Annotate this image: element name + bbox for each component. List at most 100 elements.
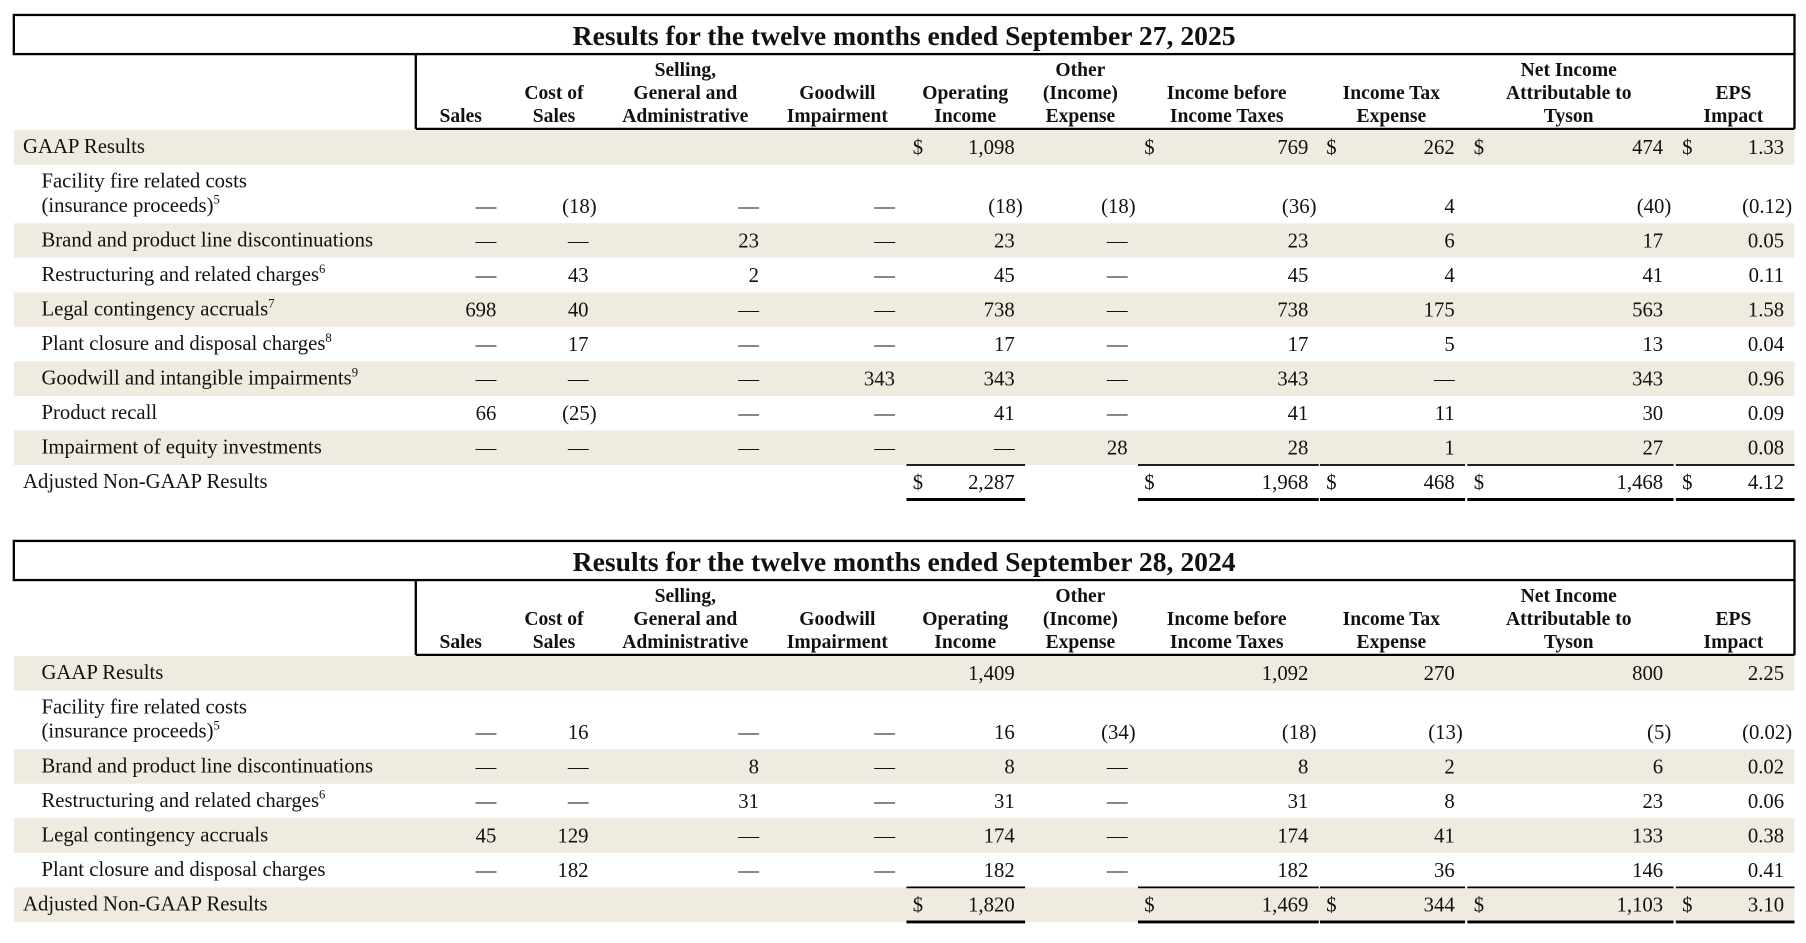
- cell-value: 17: [994, 334, 1015, 356]
- cell-value: 1,092: [1262, 663, 1309, 685]
- cell-value: —: [873, 230, 895, 252]
- column-header: (Income): [1043, 83, 1118, 104]
- cell-value: (40): [1637, 196, 1672, 218]
- row-shade: [13, 361, 1795, 396]
- cell-value: —: [1433, 369, 1455, 391]
- cell-value: 1,409: [968, 663, 1015, 685]
- cell-value: (34): [1101, 722, 1136, 744]
- cell-value: —: [737, 196, 759, 218]
- cell-value: 23: [1642, 791, 1663, 813]
- column-header: Sales: [440, 632, 483, 653]
- column-header: Income before: [1167, 83, 1287, 104]
- cell-value: 31: [738, 791, 759, 813]
- cell-value: 8: [1004, 756, 1014, 778]
- cell-value: 2: [1444, 756, 1454, 778]
- cell-value: 23: [994, 230, 1015, 252]
- cell-value: —: [1106, 265, 1128, 287]
- cell-value: 8: [749, 756, 759, 778]
- cell-value: —: [475, 756, 497, 778]
- title-box: [12, 539, 1796, 582]
- cell-value: 343: [984, 369, 1015, 391]
- column-header: Income: [934, 632, 996, 653]
- cell-value: 41: [1288, 403, 1309, 425]
- cell-value: 0.38: [1748, 825, 1784, 847]
- column-header: Impact: [1704, 632, 1764, 653]
- column-header: Impact: [1704, 106, 1764, 127]
- column-header: Income Taxes: [1170, 632, 1284, 653]
- cell-value: —: [1106, 791, 1128, 813]
- cell-value: 738: [984, 300, 1015, 322]
- cell-value: 27: [1642, 438, 1663, 460]
- column-header: Impairment: [787, 632, 889, 653]
- column-header: Net Income: [1521, 60, 1618, 81]
- cell-value: 45: [476, 825, 497, 847]
- row-shade: [13, 818, 1795, 853]
- column-header: Attributable to: [1506, 609, 1632, 630]
- cell-value: 17: [1642, 230, 1663, 252]
- column-header: Cost of: [524, 609, 584, 630]
- cell-value: —: [737, 722, 759, 744]
- cell-value: 0.04: [1748, 334, 1785, 356]
- column-header: Selling,: [655, 586, 717, 607]
- cell-value: 31: [1288, 791, 1309, 813]
- cell-value: 43: [568, 265, 589, 287]
- column-header: Income Tax: [1343, 83, 1441, 104]
- cell-value: —: [475, 334, 497, 356]
- cell-value: —: [873, 334, 895, 356]
- column-header: Tyson: [1544, 632, 1594, 653]
- column-header: Operating: [922, 83, 1008, 104]
- cell-value: —: [873, 825, 895, 847]
- column-header: Sales: [533, 106, 576, 127]
- column-header: EPS: [1715, 83, 1751, 104]
- cell-value: 182: [557, 860, 588, 882]
- cell-value: 174: [984, 825, 1016, 847]
- cell-value: 8: [1444, 791, 1454, 813]
- cell-value: 1,098: [968, 137, 1015, 159]
- cell-value: 0.41: [1748, 860, 1784, 882]
- cell-value: 343: [1632, 369, 1663, 391]
- cell-value: 129: [557, 825, 588, 847]
- cell-value: (36): [1282, 196, 1317, 218]
- cell-value: 0.11: [1749, 265, 1785, 287]
- cell-value: —: [873, 860, 895, 882]
- row-label: (insurance proceeds)5: [41, 193, 219, 217]
- footnote-ref: 5: [214, 193, 220, 207]
- column-header: Expense: [1046, 106, 1116, 127]
- column-header: Other: [1055, 586, 1105, 607]
- cell-value: —: [567, 756, 589, 778]
- column-header: General and: [633, 609, 737, 630]
- row-label: Legal contingency accruals7: [41, 296, 274, 320]
- cell-value: —: [475, 196, 497, 218]
- cell-value: —: [1106, 230, 1128, 252]
- column-header: Goodwill: [799, 609, 876, 630]
- cell-value: —: [737, 403, 759, 425]
- cell-value: (18): [1101, 196, 1136, 218]
- row-label: Facility fire related costs: [41, 171, 246, 193]
- cell-value: —: [1106, 756, 1128, 778]
- cell-value: 1,820: [968, 895, 1015, 917]
- cell-value: —: [475, 230, 497, 252]
- cell-value: —: [567, 230, 589, 252]
- column-header: Income before: [1167, 609, 1287, 630]
- cell-value: 182: [984, 860, 1015, 882]
- cell-value: —: [1106, 300, 1128, 322]
- cell-value: 45: [1288, 265, 1309, 287]
- cell-value: —: [873, 791, 895, 813]
- cell-value: 17: [568, 334, 589, 356]
- column-header: Sales: [533, 632, 576, 653]
- row-label: Legal contingency accruals: [41, 824, 268, 846]
- column-header: Income Taxes: [1170, 106, 1284, 127]
- cell-value: —: [737, 369, 759, 391]
- cell-value: 800: [1632, 663, 1663, 685]
- currency-sign: $: [1682, 895, 1692, 917]
- cell-value: —: [1106, 825, 1128, 847]
- cell-value: 8: [1298, 756, 1308, 778]
- row-label: Restructuring and related charges6: [41, 788, 325, 812]
- cell-value: 4: [1444, 265, 1455, 287]
- column-header: Expense: [1357, 632, 1427, 653]
- column-header: Net Income: [1521, 586, 1618, 607]
- cell-value: —: [737, 300, 759, 322]
- currency-sign: $: [1144, 472, 1154, 494]
